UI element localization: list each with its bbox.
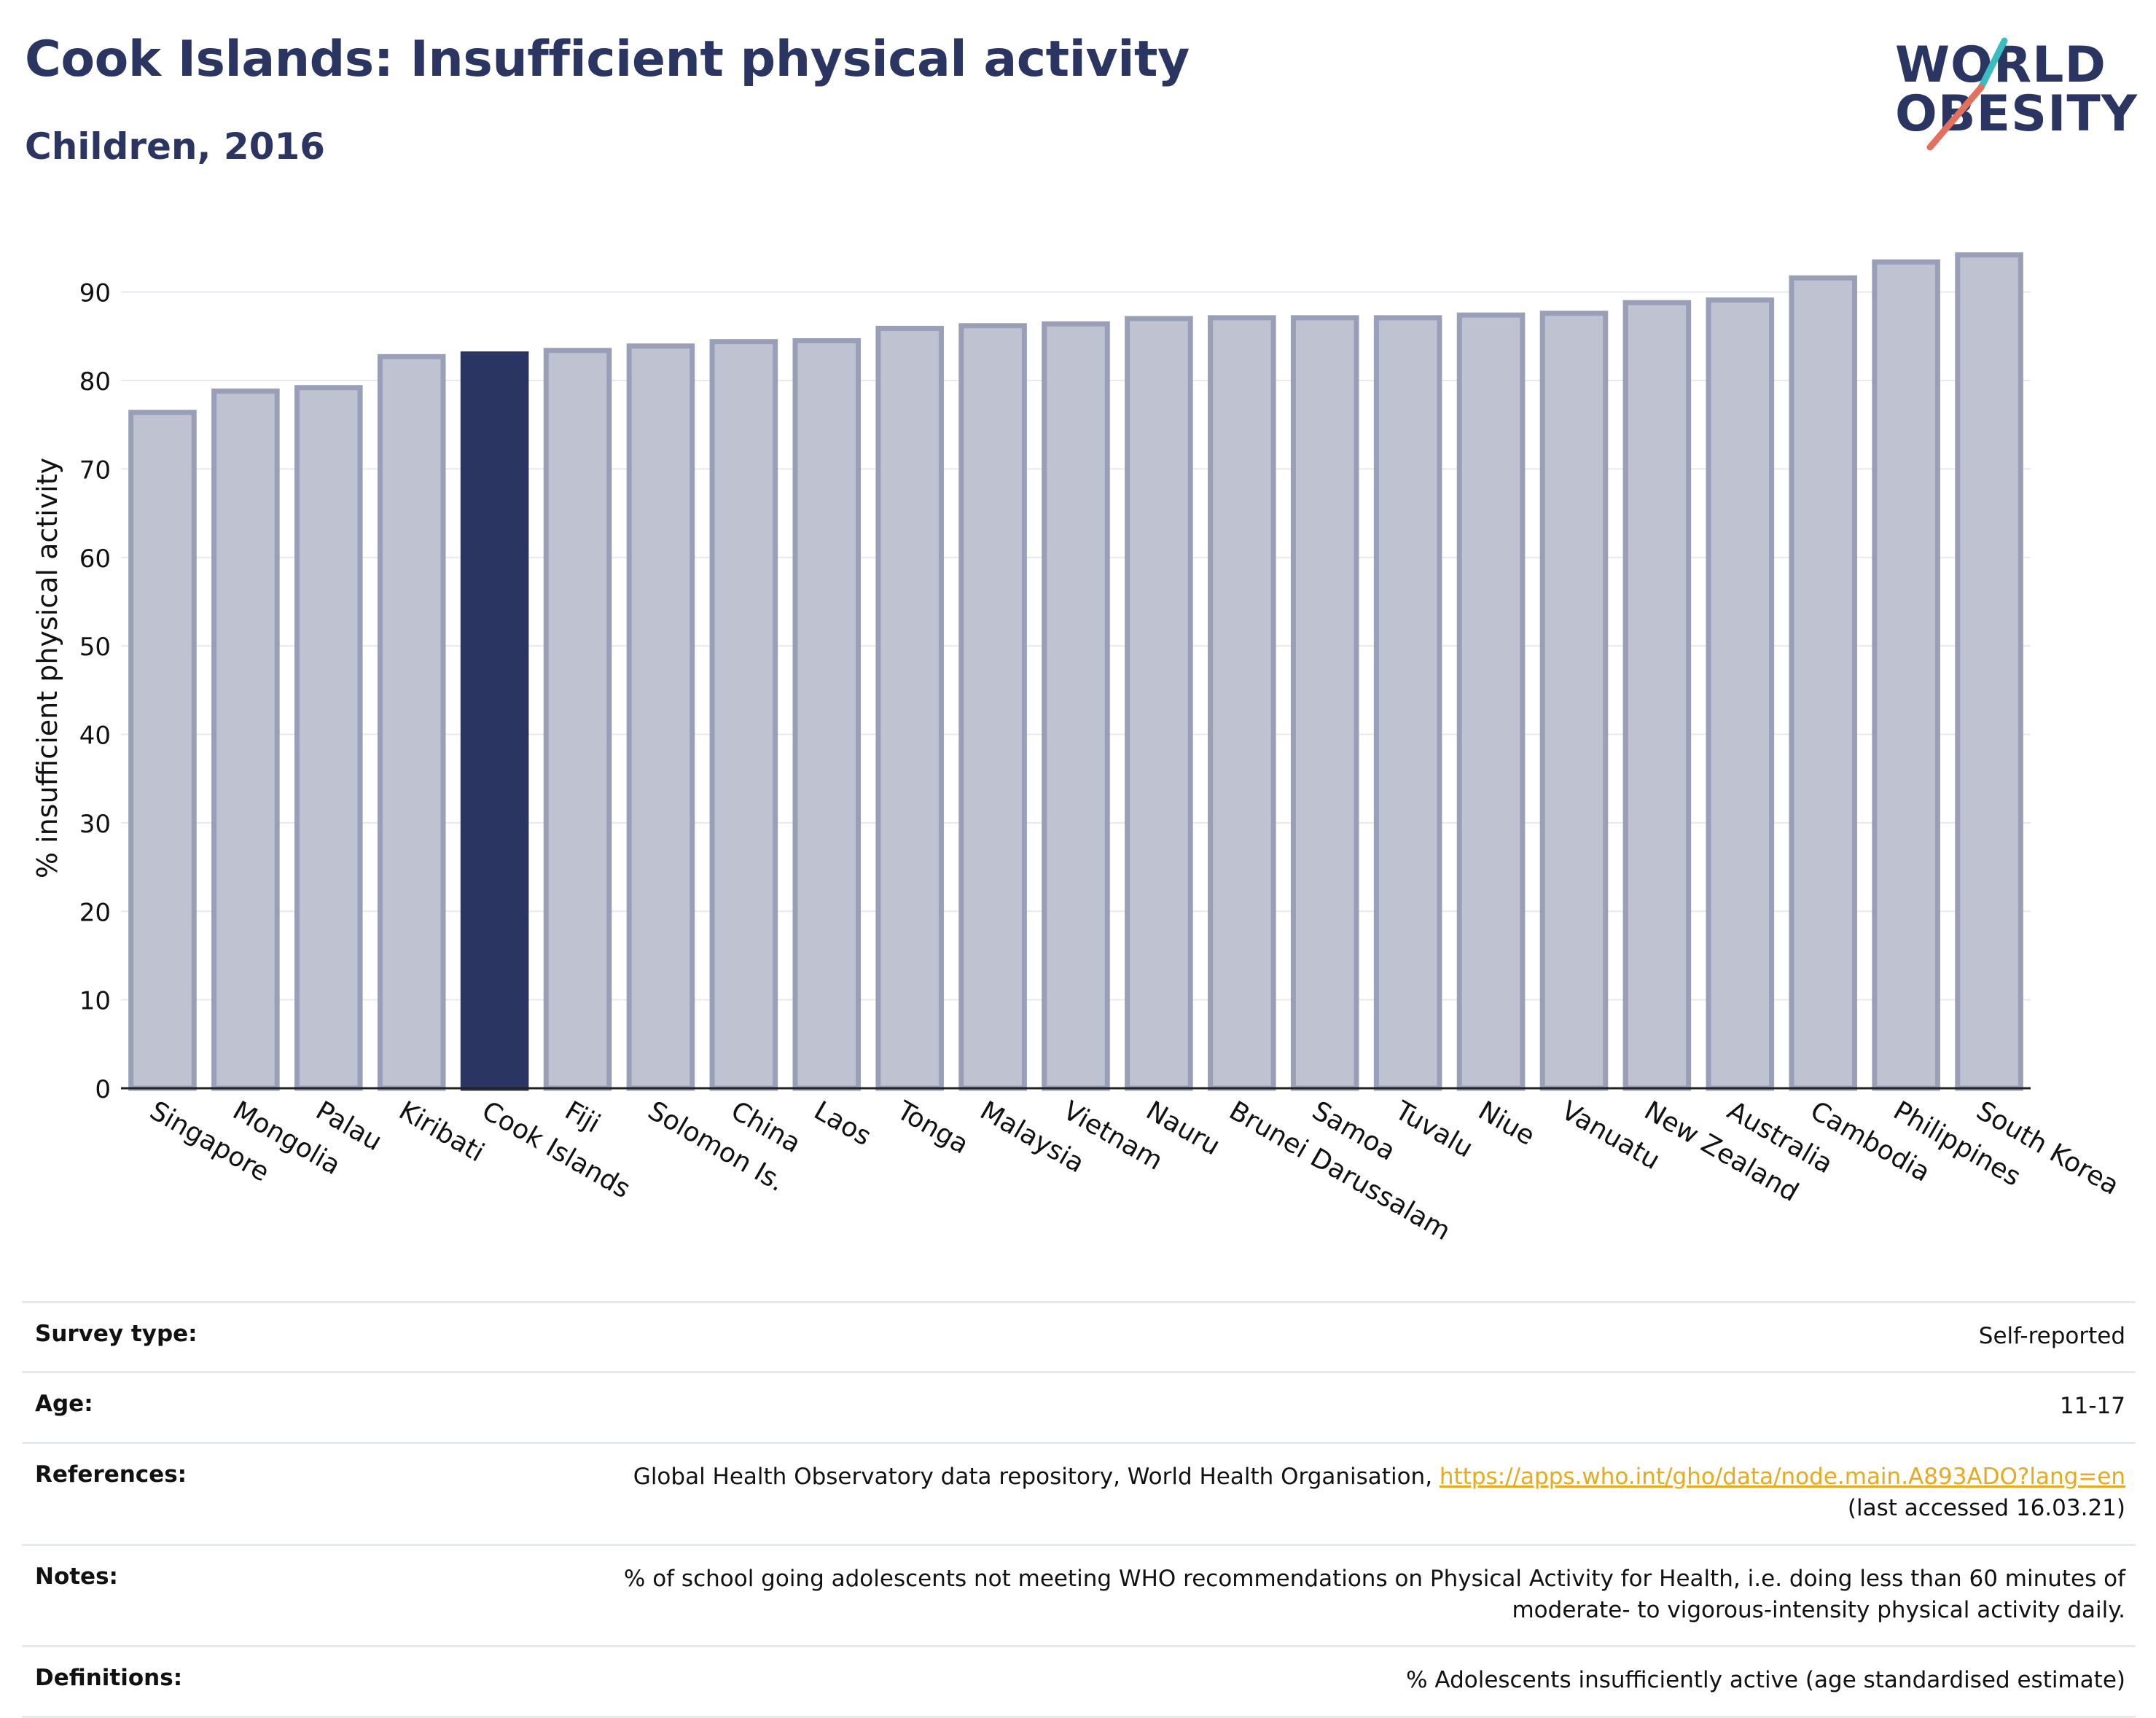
y-tick-label: 20 <box>79 898 111 927</box>
survey-type-row: Survey type: Self-reported <box>22 1301 2136 1371</box>
bar <box>875 325 944 1091</box>
bar <box>377 354 446 1091</box>
references-value: Global Health Observatory data repositor… <box>633 1461 2125 1525</box>
bar <box>792 337 862 1091</box>
y-axis-ticks: 0 10 20 30 40 50 60 70 80 90 <box>79 279 111 1104</box>
y-tick-label: 80 <box>79 367 111 397</box>
y-axis-label: % insufficient physical activity <box>31 458 63 878</box>
x-tick-label: Cook Islands <box>477 1096 635 1204</box>
notes-value: % of school going adolescents not meetin… <box>624 1563 2125 1627</box>
y-tick-label: 60 <box>79 544 111 574</box>
x-tick-label: Kiribati <box>394 1096 489 1168</box>
x-tick-label: Tuvalu <box>1389 1096 1477 1164</box>
notes-line1: % of school going adolescents not meetin… <box>623 1565 2125 1592</box>
bar <box>1789 275 1858 1091</box>
notes-line2: moderate- to vigorous-intensity physical… <box>1512 1596 2125 1623</box>
logo-slash-icon <box>1926 37 2008 151</box>
x-tick-label: Laos <box>809 1096 876 1152</box>
survey-type-label: Survey type: <box>35 1321 198 1347</box>
bar <box>211 388 280 1091</box>
bar <box>128 410 197 1091</box>
bar <box>709 339 778 1091</box>
y-tick-label: 0 <box>95 1075 111 1104</box>
chart-subtitle: Children, 2016 <box>25 125 326 168</box>
definitions-label: Definitions: <box>35 1665 183 1692</box>
bar <box>1290 315 1359 1091</box>
references-text: Global Health Observatory data repositor… <box>633 1463 1440 1490</box>
y-tick-label: 50 <box>79 633 111 662</box>
bar <box>1042 321 1110 1091</box>
bar <box>1373 315 1442 1091</box>
bar <box>294 385 363 1091</box>
definitions-value: % Adolescents insufficiently active (age… <box>1406 1667 2125 1694</box>
y-tick-label: 90 <box>79 279 111 308</box>
bar-chart: 0 10 20 30 40 50 60 70 80 90 SingaporeMongoliaPal… <box>31 252 2124 1246</box>
notes-label: Notes: <box>35 1563 118 1590</box>
bar <box>626 343 695 1091</box>
bar <box>1208 315 1276 1091</box>
chart-details-table: Survey type: Self-reported Age: 11-17 Re… <box>22 1301 2136 1718</box>
y-tick-label: 40 <box>79 722 111 751</box>
world-obesity-logo: WORLD OBESITY <box>1895 20 2143 159</box>
references-row: References: Global Health Observatory da… <box>22 1441 2136 1544</box>
bar <box>1125 316 1193 1091</box>
age-row: Age: 11-17 <box>22 1371 2136 1441</box>
x-tick-label: Tonga <box>891 1096 974 1160</box>
bar <box>1955 252 2023 1091</box>
definitions-row: Definitions: % Adolescents insufficientl… <box>22 1645 2136 1718</box>
bar <box>1706 297 1775 1091</box>
bar <box>1872 259 1940 1091</box>
references-accessed: (last accessed 16.03.21) <box>1847 1495 2125 1522</box>
bar <box>1622 300 1692 1091</box>
y-tick-label: 30 <box>79 810 111 839</box>
bar <box>1456 312 1526 1091</box>
notes-row: Notes: % of school going adolescents not… <box>22 1543 2136 1646</box>
bar <box>1539 311 1609 1091</box>
bar-highlighted <box>460 351 529 1091</box>
bar <box>958 323 1027 1091</box>
y-tick-label: 10 <box>79 987 111 1016</box>
survey-type-value: Self-reported <box>1978 1323 2125 1349</box>
age-label: Age: <box>35 1391 93 1418</box>
x-tick-label: Niue <box>1473 1096 1539 1151</box>
bar <box>543 348 612 1091</box>
references-label: References: <box>35 1461 187 1488</box>
chart-title: Cook Islands: Insufficient physical acti… <box>25 31 1190 88</box>
x-tick-label: Fiji <box>560 1096 605 1139</box>
age-value: 11-17 <box>2059 1393 2125 1420</box>
y-tick-label: 70 <box>79 456 111 485</box>
logo-text-line2: OBESITY <box>1895 85 2138 143</box>
references-link[interactable]: https://apps.who.int/gho/data/node.main.… <box>1439 1463 2125 1490</box>
bars <box>128 252 2023 1091</box>
